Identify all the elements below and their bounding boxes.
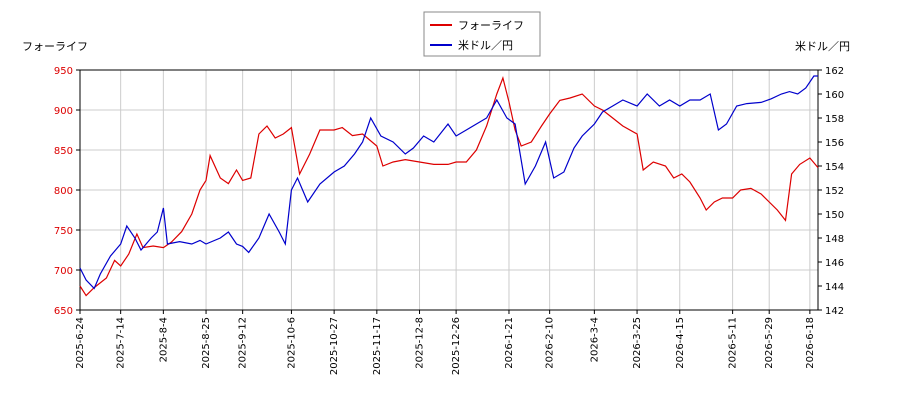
x-tick-label: 2026-2-10 (545, 317, 556, 369)
y2-tick-label: 160 (825, 90, 844, 101)
y-tick-label: 700 (54, 266, 73, 277)
y2-tick-label: 148 (825, 234, 844, 245)
y2-tick-label: 154 (825, 162, 844, 173)
y2-axis-label: 米ドル／円 (795, 40, 850, 53)
y2-tick-label: 144 (825, 282, 844, 293)
x-tick-label: 2025-10-27 (329, 317, 340, 375)
y2-tick-label: 152 (825, 186, 844, 197)
y-axis-label: フォーライフ (22, 40, 88, 53)
y2-tick-label: 158 (825, 114, 844, 125)
x-tick-label: 2025-9-12 (238, 317, 249, 369)
y2-tick-label: 162 (825, 66, 844, 77)
y-tick-label: 800 (54, 186, 73, 197)
y-tick-label: 900 (54, 106, 73, 117)
x-tick-label: 2026-3-4 (589, 317, 600, 362)
y-tick-label: 950 (54, 66, 73, 77)
legend-box (423, 11, 541, 57)
y2-tick-label: 150 (825, 210, 844, 221)
data-line (79, 75, 818, 290)
y2-tick-label: 146 (825, 258, 844, 269)
data-line (79, 76, 819, 297)
grid (79, 69, 818, 311)
y-tick-label: 650 (54, 306, 73, 317)
x-tick-label: 2025-6-24 (75, 317, 86, 369)
x-tick-label: 2026-5-29 (764, 317, 775, 369)
legend-label: フォーライフ (458, 19, 524, 32)
x-tick-label: 2026-6-18 (805, 317, 816, 369)
y2-tick-label: 142 (825, 306, 844, 317)
legend-label: 米ドル／円 (458, 39, 513, 52)
x-tick-label: 2025-12-26 (451, 317, 462, 375)
x-tick-label: 2026-5-11 (728, 317, 739, 369)
x-tick-label: 2025-11-17 (372, 317, 383, 375)
x-tick-label: 2026-3-25 (632, 317, 643, 369)
x-tick-label: 2025-12-8 (415, 317, 426, 369)
y2-tick-label: 156 (825, 138, 844, 149)
x-tick-label: 2025-8-25 (201, 317, 212, 369)
y-tick-label: 750 (54, 226, 73, 237)
x-tick-label: 2025-10-6 (286, 317, 297, 369)
x-tick-label: 2026-1-21 (504, 317, 515, 369)
x-tick-label: 2025-8-4 (158, 317, 169, 362)
x-tick-label: 2026-4-15 (675, 317, 686, 369)
y-tick-label: 850 (54, 146, 73, 157)
x-tick-label: 2025-7-14 (116, 317, 127, 369)
